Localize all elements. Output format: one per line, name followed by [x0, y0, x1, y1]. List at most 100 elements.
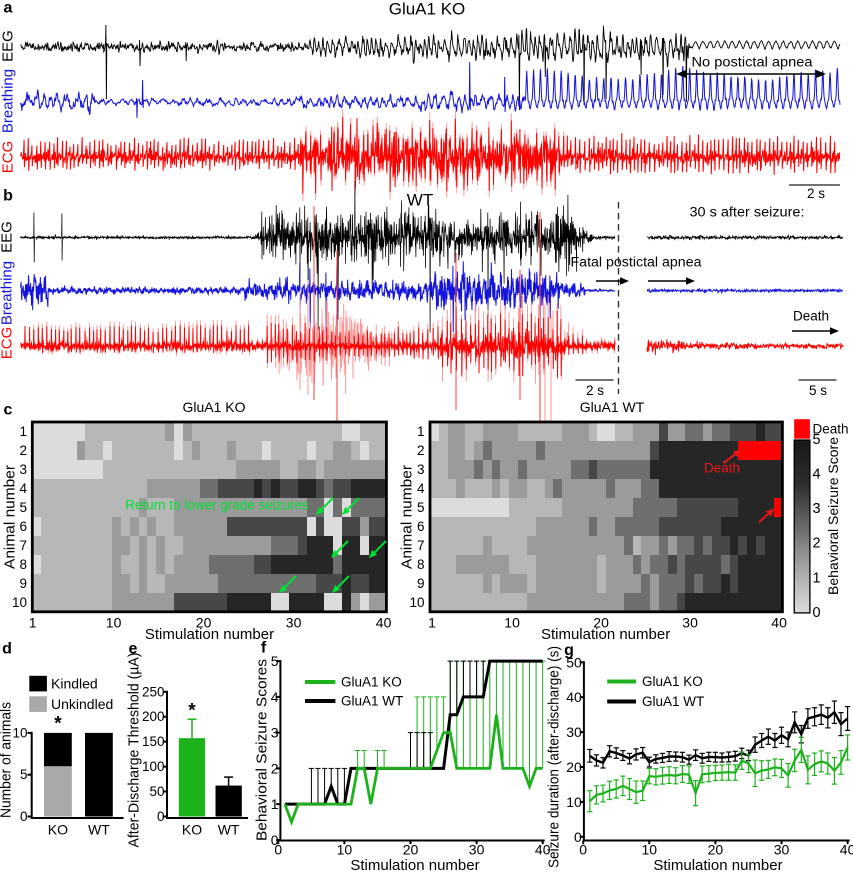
svg-text:30: 30	[682, 615, 698, 631]
svg-text:40: 40	[535, 842, 551, 858]
svg-text:1: 1	[428, 615, 436, 631]
svg-text:Stimulation number: Stimulation number	[653, 857, 782, 873]
svg-text:GluA1 WT: GluA1 WT	[642, 694, 704, 709]
svg-text:Seizure duration (after-discha: Seizure duration (after-discharge) (s)	[547, 646, 563, 868]
svg-text:6: 6	[19, 519, 27, 534]
svg-text:10: 10	[106, 615, 122, 631]
svg-text:20: 20	[593, 615, 609, 631]
svg-text:10: 10	[12, 595, 27, 610]
svg-text:Stimulation number: Stimulation number	[541, 626, 670, 643]
svg-text:EEG: EEG	[0, 221, 16, 253]
svg-text:1: 1	[271, 796, 279, 812]
svg-text:c: c	[4, 402, 13, 419]
svg-text:WT: WT	[218, 822, 240, 838]
svg-text:*: *	[188, 701, 196, 722]
svg-text:10: 10	[337, 842, 353, 858]
svg-text:10: 10	[504, 615, 520, 631]
svg-text:30: 30	[469, 842, 485, 858]
svg-text:250: 250	[142, 684, 165, 699]
svg-text:5 s: 5 s	[809, 383, 827, 398]
svg-text:Death: Death	[813, 422, 849, 437]
svg-text:Breathing: Breathing	[0, 261, 16, 325]
svg-text:Animal number: Animal number	[400, 465, 416, 569]
svg-text:5: 5	[417, 500, 425, 515]
svg-text:Breathing: Breathing	[0, 69, 17, 133]
svg-text:GluA1 KO: GluA1 KO	[642, 674, 703, 689]
svg-text:No postictal apnea: No postictal apnea	[692, 55, 814, 70]
svg-text:50: 50	[566, 654, 582, 670]
svg-text:3: 3	[19, 462, 27, 477]
svg-text:Animal number: Animal number	[3, 465, 19, 569]
svg-text:Death: Death	[793, 309, 829, 324]
svg-text:After-Discharge Threshold (µA): After-Discharge Threshold (µA)	[126, 652, 143, 847]
svg-text:0: 0	[274, 842, 282, 858]
svg-text:4: 4	[813, 467, 821, 483]
svg-text:1: 1	[19, 424, 27, 439]
svg-text:WT: WT	[407, 191, 433, 210]
svg-text:20: 20	[566, 759, 582, 775]
svg-text:Fatal postictal apnea: Fatal postictal apnea	[571, 255, 703, 270]
svg-text:4: 4	[271, 689, 279, 705]
svg-text:GluA1 KO: GluA1 KO	[182, 399, 245, 415]
svg-text:1: 1	[813, 570, 821, 586]
svg-text:Stimulation number: Stimulation number	[350, 857, 479, 873]
svg-text:3: 3	[417, 462, 425, 477]
svg-text:EEG: EEG	[0, 30, 17, 62]
svg-text:0: 0	[574, 829, 582, 845]
svg-text:KO: KO	[48, 822, 68, 838]
svg-text:4: 4	[19, 481, 27, 496]
svg-text:Behavioral Seizure Score: Behavioral Seizure Score	[825, 437, 841, 595]
svg-text:g: g	[564, 642, 574, 659]
svg-text:50: 50	[149, 784, 164, 799]
svg-text:7: 7	[417, 538, 425, 553]
svg-text:40: 40	[771, 615, 787, 631]
svg-text:GluA1 KO: GluA1 KO	[389, 0, 466, 19]
svg-text:30: 30	[566, 724, 582, 740]
svg-text:20: 20	[708, 842, 724, 858]
svg-text:4: 4	[417, 481, 425, 496]
svg-text:5: 5	[271, 653, 279, 669]
svg-text:150: 150	[142, 734, 165, 749]
svg-text:2: 2	[813, 536, 821, 552]
svg-text:9: 9	[19, 576, 27, 591]
svg-text:ECG: ECG	[0, 327, 16, 360]
svg-text:2: 2	[417, 443, 425, 458]
svg-text:40: 40	[376, 615, 392, 631]
svg-text:1: 1	[29, 615, 37, 631]
svg-text:30 s after seizure:: 30 s after seizure:	[690, 205, 805, 220]
svg-text:200: 200	[142, 709, 165, 724]
svg-text:ECG: ECG	[0, 141, 17, 174]
svg-text:GluA1 WT: GluA1 WT	[341, 694, 403, 709]
svg-text:6: 6	[417, 519, 425, 534]
svg-text:20: 20	[403, 842, 419, 858]
svg-text:5: 5	[813, 432, 821, 448]
svg-text:f: f	[261, 640, 267, 657]
svg-text:10: 10	[566, 794, 582, 810]
svg-text:0: 0	[579, 842, 587, 858]
svg-text:30: 30	[286, 615, 302, 631]
svg-text:40: 40	[840, 842, 853, 858]
svg-text:KO: KO	[182, 822, 202, 838]
svg-text:Unkindled: Unkindled	[51, 696, 113, 712]
svg-text:3: 3	[813, 501, 821, 517]
svg-text:WT: WT	[88, 822, 110, 838]
svg-text:Behavioral Seizure Scores: Behavioral Seizure Scores	[254, 659, 271, 841]
svg-text:Death: Death	[704, 461, 740, 476]
svg-text:30: 30	[774, 842, 790, 858]
svg-text:10: 10	[642, 842, 658, 858]
svg-text:7: 7	[19, 538, 27, 553]
svg-text:8: 8	[19, 557, 27, 572]
svg-text:GluA1 KO: GluA1 KO	[341, 675, 402, 690]
svg-text:5: 5	[19, 500, 27, 515]
svg-text:b: b	[3, 188, 13, 205]
svg-text:2: 2	[19, 443, 27, 458]
svg-text:8: 8	[417, 557, 425, 572]
svg-text:0: 0	[813, 605, 821, 621]
svg-text:Stimulation number: Stimulation number	[145, 626, 274, 643]
svg-text:20: 20	[196, 615, 212, 631]
svg-text:5: 5	[20, 767, 28, 782]
svg-text:0: 0	[271, 832, 279, 848]
svg-text:2 s: 2 s	[586, 383, 604, 398]
svg-text:*: *	[54, 714, 62, 735]
svg-text:d: d	[2, 641, 12, 658]
